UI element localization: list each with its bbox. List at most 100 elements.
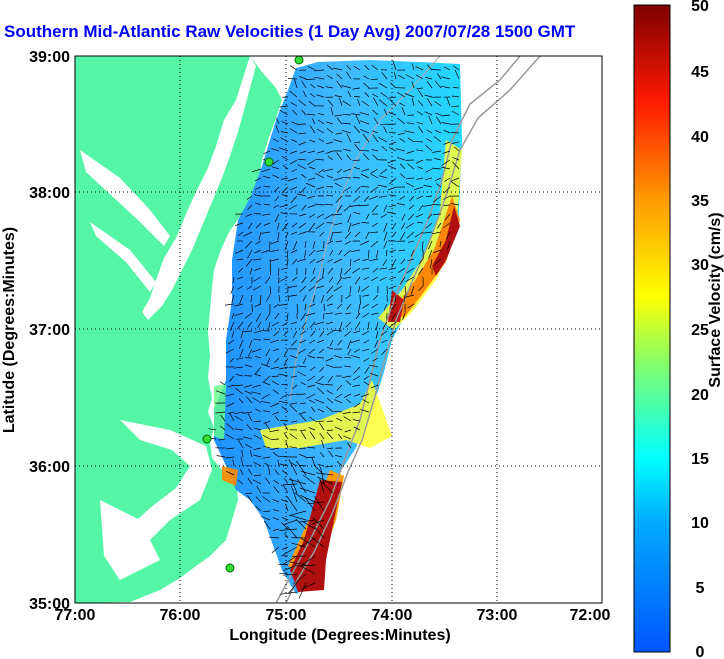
current-vector [357, 303, 361, 314]
warm-band [432, 206, 460, 276]
current-vector [442, 222, 451, 229]
current-vector [406, 267, 415, 274]
warm-band [260, 380, 392, 448]
current-vector [286, 249, 289, 259]
current-vector [297, 158, 307, 161]
current-vector [319, 422, 325, 431]
current-vector [311, 536, 325, 548]
current-vector [362, 267, 370, 270]
current-vector [280, 212, 289, 215]
current-vector [326, 294, 334, 302]
current-vector [389, 98, 397, 107]
current-vector [288, 204, 298, 210]
current-vector [279, 366, 289, 370]
current-vector [380, 213, 388, 218]
current-vector [281, 406, 289, 413]
current-vector [380, 168, 388, 175]
current-vector [388, 285, 397, 290]
current-vector [317, 408, 325, 413]
x-axis: 77:00 76:00 75:00 74:00 73:00 72:00 Long… [55, 607, 611, 644]
current-vector [353, 195, 361, 202]
current-vector [259, 294, 262, 305]
current-vector [274, 213, 280, 223]
current-vector [452, 161, 460, 170]
current-vector [453, 146, 460, 152]
current-vector [355, 321, 361, 330]
current-vector [326, 447, 334, 450]
current-vector [401, 107, 406, 116]
chesapeake-bay [142, 56, 256, 320]
colorbar-tick: 50 [691, 0, 709, 15]
current-vector [279, 463, 289, 467]
current-vector [407, 258, 415, 262]
current-vector [334, 399, 343, 404]
current-vector [279, 591, 298, 595]
current-vector [321, 439, 325, 449]
current-vector [410, 249, 415, 257]
current-vector [316, 258, 325, 264]
current-vector [270, 339, 280, 344]
current-vector [371, 130, 379, 134]
current-vector [261, 168, 271, 173]
current-vector [378, 136, 388, 143]
warm-band [392, 196, 460, 318]
current-vector [289, 446, 298, 449]
current-vector [451, 141, 460, 144]
current-vector [263, 150, 271, 155]
current-vector [255, 496, 262, 503]
current-vector [425, 195, 433, 198]
current-vector [302, 521, 316, 530]
current-vector [215, 411, 226, 414]
radar-site-marker [202, 434, 212, 444]
current-vector [427, 213, 433, 219]
current-vector [273, 204, 280, 209]
current-vector [344, 231, 352, 240]
x-tick-label: 77:00 [55, 607, 96, 624]
current-vector [416, 177, 424, 180]
current-vector [342, 375, 352, 378]
current-vector [285, 440, 289, 449]
current-vector [273, 509, 280, 512]
current-vector [291, 222, 298, 228]
current-vector [251, 391, 262, 395]
current-vector [401, 213, 406, 221]
current-vector [414, 231, 424, 238]
current-vector [309, 366, 316, 371]
current-vector [289, 186, 298, 191]
current-vector [338, 433, 343, 440]
current-vector [339, 321, 343, 332]
current-vector [239, 294, 244, 305]
current-vector [271, 375, 280, 377]
current-vector [399, 231, 406, 241]
current-vector [425, 168, 433, 173]
current-vector [220, 414, 226, 422]
current-vector [277, 460, 280, 467]
current-vector [311, 118, 316, 125]
current-vector [278, 147, 289, 152]
current-vector [299, 537, 316, 548]
current-vector [416, 121, 424, 125]
current-vector [416, 74, 424, 80]
current-vector [319, 478, 325, 494]
current-vector [452, 65, 460, 71]
current-vector [309, 166, 316, 170]
current-vector [298, 75, 307, 80]
current-vector [336, 168, 343, 174]
current-vector [290, 375, 298, 378]
current-vector [261, 249, 271, 254]
current-vector [245, 213, 253, 217]
current-vector [300, 470, 316, 476]
radar-site-marker [294, 56, 304, 65]
current-vector [383, 240, 388, 249]
current-vector [307, 159, 316, 166]
current-vector [314, 76, 325, 80]
current-vector [411, 81, 415, 89]
current-vector [363, 381, 370, 386]
current-vector [407, 240, 415, 243]
current-vector [425, 144, 433, 152]
current-vector [329, 249, 334, 256]
current-vector [284, 478, 289, 485]
current-vector [236, 276, 244, 280]
current-vector [254, 373, 262, 377]
current-vector [272, 380, 280, 386]
